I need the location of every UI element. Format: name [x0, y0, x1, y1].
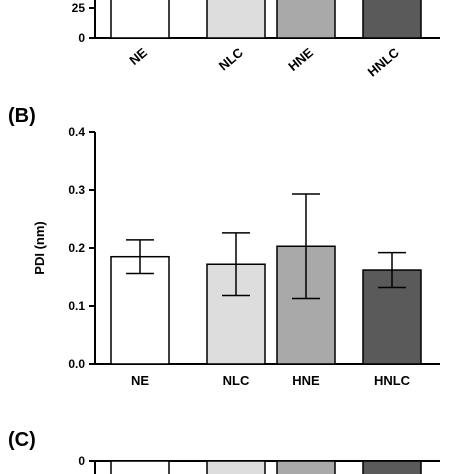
panel-c-label: (C)	[8, 429, 36, 451]
panel-b-label: (B)	[8, 105, 36, 127]
panel-c-bar	[362, 460, 422, 474]
panel-a-ytick-label: 0	[78, 31, 85, 45]
panel-b-chart: PDI (nm) 0.0 0.1 0.2 0.3 0.4 NE NLC HNE HNLC	[32, 125, 440, 388]
panel-c-bar	[110, 460, 170, 474]
panel-a-bar	[110, 0, 170, 39]
panel-b-ytick-label: 0.4	[68, 125, 85, 139]
panel-a-bar	[276, 0, 336, 39]
panel-b-ylabel: PDI (nm)	[32, 221, 47, 274]
panel-b-ytick-label: 0.1	[68, 299, 85, 313]
panel-b-category-label: HNE	[292, 373, 320, 388]
panel-a-chart: 25 0 NE NLC HNE HNLC	[72, 0, 440, 80]
panel-b-bar	[110, 255, 170, 365]
panel-a-bar	[362, 0, 422, 39]
panel-a-category-label: NLC	[216, 44, 247, 73]
panel-c-chart: 0	[78, 454, 440, 474]
panel-c-ytick-label: 0	[78, 454, 85, 468]
panel-b-category-label: HNLC	[374, 373, 411, 388]
panel-b-ytick-label: 0.3	[68, 183, 85, 197]
panel-b-category-label: NLC	[223, 373, 250, 388]
panel-c-bar	[276, 460, 336, 474]
panel-b-bar	[362, 269, 422, 365]
panel-b-category-label: NE	[131, 373, 149, 388]
panel-a-category-label: HNE	[285, 45, 316, 74]
panel-b-ytick-label: 0.0	[68, 357, 85, 371]
panel-c-bar	[206, 460, 266, 474]
panel-b-ytick-label: 0.2	[68, 241, 85, 255]
panel-a-category-label: NE	[126, 45, 150, 68]
panel-a-category-label: HNLC	[365, 44, 403, 79]
panel-a-bar	[206, 0, 266, 39]
panel-a-ytick-label: 25	[72, 1, 86, 15]
